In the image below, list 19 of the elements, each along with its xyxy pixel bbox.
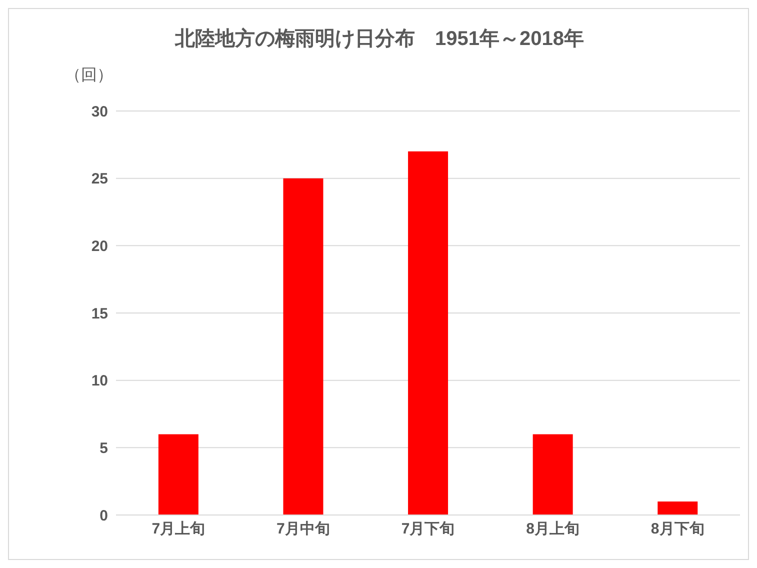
x-tick-label: 8月下旬 [650,520,704,538]
chart-title: 北陸地方の梅雨明け日分布 1951年～2018年 [174,26,585,52]
bar [532,434,573,515]
x-tick-label: 7月上旬 [152,520,206,538]
y-tick-label: 0 [100,507,108,524]
y-tick-label: 20 [91,238,108,255]
y-tick-label: 5 [100,440,108,457]
bar [658,502,698,515]
y-tick-label: 10 [91,372,108,390]
y-axis-title: （回） [65,66,113,86]
y-tick-label: 15 [91,305,108,322]
bar [283,178,324,515]
bar [408,151,448,515]
x-tick-label: 7月下旬 [401,520,455,538]
bar [158,434,198,515]
x-tick-label: 7月中旬 [276,520,330,538]
y-tick-label: 30 [91,103,108,120]
y-tick-label: 25 [91,170,108,188]
x-tick-label: 8月上旬 [526,520,580,538]
